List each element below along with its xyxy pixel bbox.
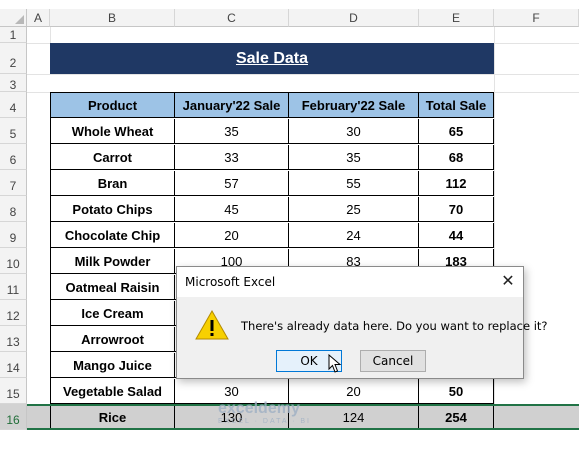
table-cell[interactable]: Ice Cream: [51, 301, 175, 326]
column-header-c[interactable]: C: [175, 9, 289, 27]
row-header-11[interactable]: 11: [0, 274, 27, 300]
table-cell[interactable]: 55: [289, 171, 419, 196]
table-cell[interactable]: 70: [419, 197, 494, 222]
row-header-3[interactable]: 3: [0, 74, 27, 92]
header-january[interactable]: January'22 Sale: [175, 93, 289, 118]
table-cell[interactable]: Carrot: [51, 145, 175, 170]
row-header-5[interactable]: 5: [0, 118, 27, 144]
table-cell[interactable]: 44: [419, 223, 494, 248]
row-header-16[interactable]: 16: [0, 404, 27, 430]
row-header-10[interactable]: 10: [0, 248, 27, 274]
watermark-brand: exceldemy: [218, 400, 300, 417]
data-table: [50, 92, 494, 430]
table-cell[interactable]: 50: [419, 379, 494, 404]
row-header-9[interactable]: 9: [0, 222, 27, 248]
dialog-titlebar[interactable]: [177, 267, 523, 297]
watermark-tagline: EXCEL · DATA · BI: [218, 418, 311, 425]
column-header-d[interactable]: D: [289, 9, 419, 27]
table-cell[interactable]: Oatmeal Raisin: [51, 275, 175, 300]
table-cell[interactable]: 65: [419, 119, 494, 144]
column-header-b[interactable]: B: [50, 9, 175, 27]
table-cell[interactable]: 35: [175, 119, 289, 144]
close-icon[interactable]: ✕: [501, 273, 515, 290]
row-header-6[interactable]: 6: [0, 144, 27, 170]
table-cell[interactable]: Potato Chips: [51, 197, 175, 222]
gridline: [494, 27, 495, 404]
exceldemy-watermark: exceldemy EXCEL · DATA · BI: [218, 400, 311, 425]
dialog-message: There's already data here. Do you want t…: [241, 319, 548, 333]
gridline: [50, 27, 51, 43]
row-header-8[interactable]: 8: [0, 196, 27, 222]
table-cell[interactable]: Vegetable Salad: [51, 379, 175, 404]
table-cell[interactable]: Arrowroot: [51, 327, 175, 352]
header-total[interactable]: Total Sale: [419, 93, 494, 118]
table-cell[interactable]: 57: [175, 171, 289, 196]
table-cell[interactable]: 20: [289, 379, 419, 404]
row-header-13[interactable]: 13: [0, 326, 27, 352]
table-cell[interactable]: 45: [175, 197, 289, 222]
ribbon-edge: [0, 0, 579, 9]
ok-button[interactable]: OK: [276, 350, 342, 372]
table-cell[interactable]: 25: [289, 197, 419, 222]
table-cell[interactable]: 112: [419, 171, 494, 196]
select-all-corner[interactable]: [0, 9, 27, 27]
table-cell[interactable]: 35: [289, 145, 419, 170]
row-header-7[interactable]: 7: [0, 170, 27, 196]
row-header-15[interactable]: 15: [0, 378, 27, 404]
row-header-4[interactable]: 4: [0, 92, 27, 118]
row-header-1[interactable]: 1: [0, 27, 27, 43]
table-cell[interactable]: Milk Powder: [51, 249, 175, 274]
table-cell[interactable]: 124: [289, 405, 419, 430]
column-header-f[interactable]: F: [494, 9, 579, 27]
warning-icon: [195, 309, 229, 340]
table-cell[interactable]: Whole Wheat: [51, 119, 175, 144]
table-cell[interactable]: 24: [289, 223, 419, 248]
row-header-12[interactable]: 12: [0, 300, 27, 326]
selected-cell-a16[interactable]: [27, 404, 50, 430]
table-cell[interactable]: 20: [175, 223, 289, 248]
dialog-title: Microsoft Excel: [185, 275, 276, 289]
table-cell[interactable]: 30: [289, 119, 419, 144]
replace-data-dialog: Microsoft Excel ✕ There's already data h…: [176, 266, 548, 379]
row-selection: [27, 404, 579, 430]
mouse-cursor-icon: [328, 353, 342, 374]
table-cell[interactable]: Mango Juice: [51, 353, 175, 378]
column-header-a[interactable]: A: [27, 9, 50, 27]
table-cell[interactable]: 30: [175, 379, 289, 404]
row-header-14[interactable]: 14: [0, 352, 27, 378]
row-header-2[interactable]: 2: [0, 43, 27, 74]
header-february[interactable]: February'22 Sale: [289, 93, 419, 118]
table-cell[interactable]: Bran: [51, 171, 175, 196]
sheet-title[interactable]: Sale Data: [50, 43, 494, 74]
table-cell[interactable]: 68: [419, 145, 494, 170]
gridline: [27, 74, 579, 75]
header-product[interactable]: Product: [51, 93, 175, 118]
table-cell[interactable]: 33: [175, 145, 289, 170]
cancel-button[interactable]: Cancel: [360, 350, 426, 372]
table-cell[interactable]: Chocolate Chip: [51, 223, 175, 248]
selected-cell-f16[interactable]: [494, 404, 579, 430]
column-header-e[interactable]: E: [419, 9, 494, 27]
